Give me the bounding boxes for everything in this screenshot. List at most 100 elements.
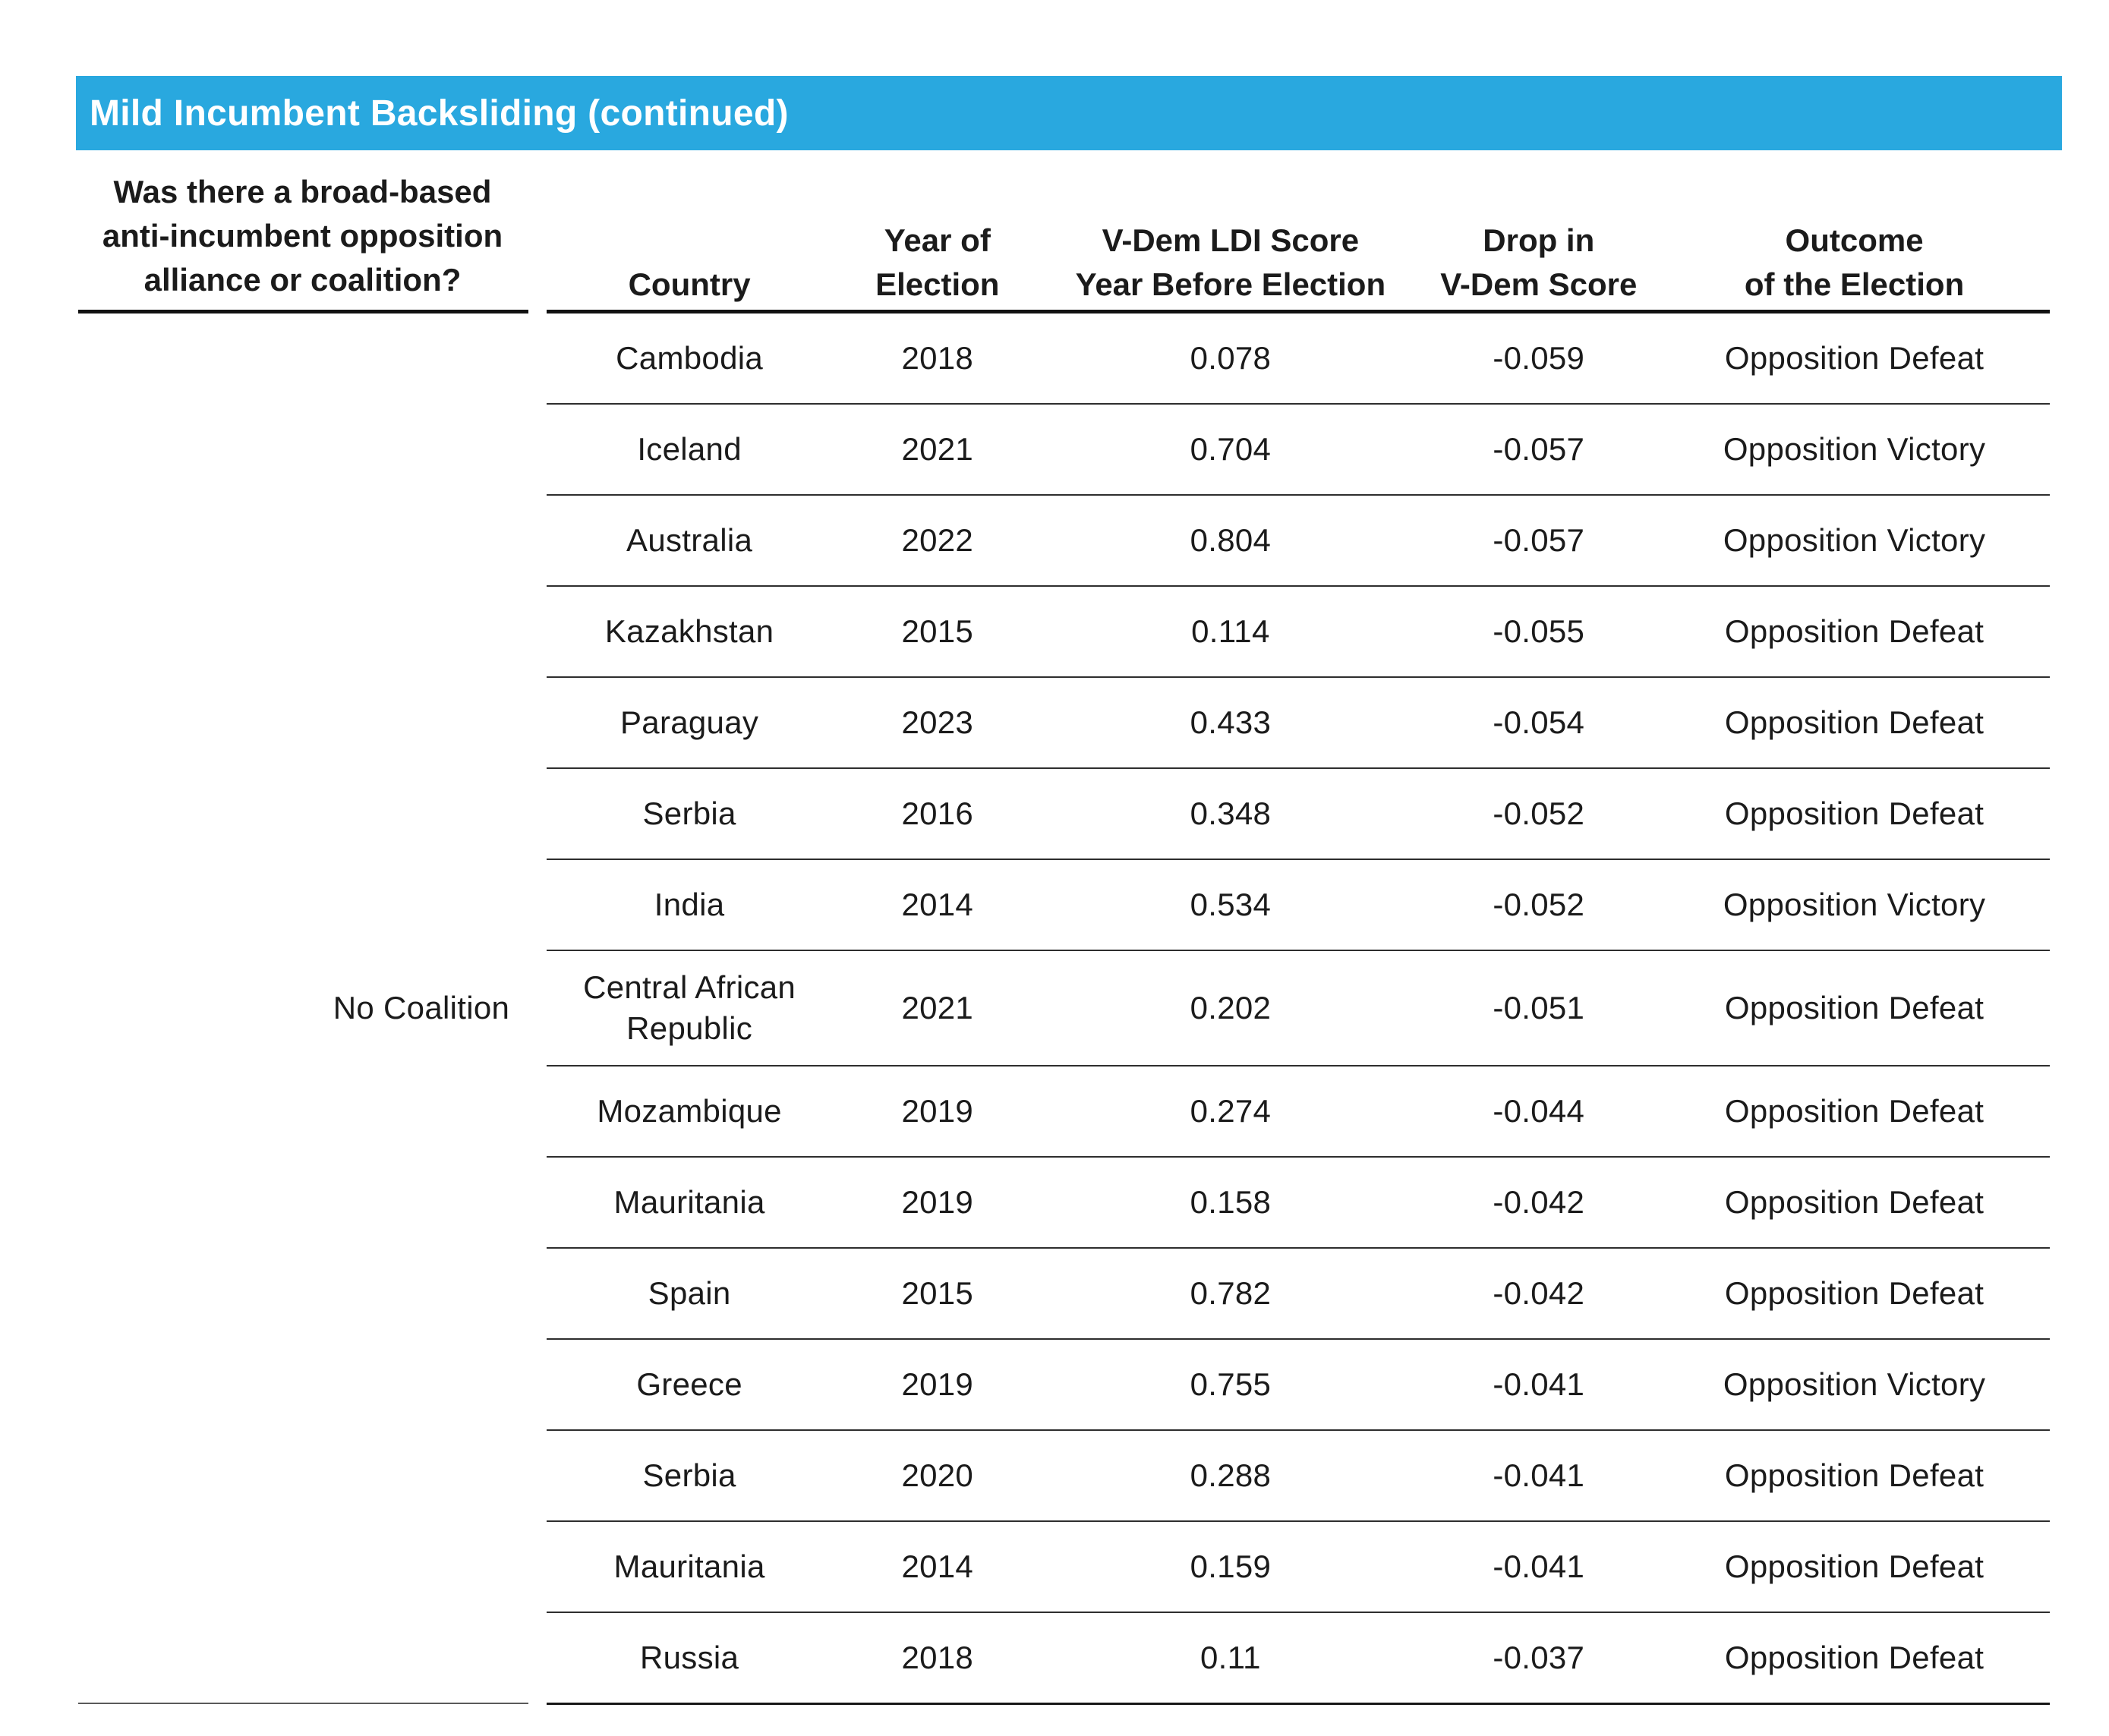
cell-ldi: 0.114 (1191, 613, 1270, 649)
cell-outcome: Opposition Defeat (1724, 796, 1984, 831)
cell-ldi: 0.274 (1190, 1093, 1272, 1129)
cell-country: Australia (626, 522, 753, 558)
cell-ldi: 0.534 (1190, 887, 1272, 922)
cell-country: Serbia (642, 796, 736, 831)
cell-outcome: Opposition Defeat (1724, 340, 1984, 376)
cell-drop: -0.055 (1493, 613, 1585, 649)
cell-drop: -0.041 (1493, 1549, 1585, 1584)
table-header-underline (547, 310, 2050, 313)
cell-ldi: 0.288 (1190, 1457, 1272, 1493)
cell-drop: -0.042 (1493, 1275, 1585, 1311)
table-row: Spain 2015 0.782 -0.042 Opposition Defea… (547, 1249, 2050, 1340)
cell-country: Serbia (642, 1457, 736, 1493)
cell-ldi: 0.158 (1190, 1184, 1272, 1220)
cell-year: 2015 (901, 1275, 974, 1311)
cell-outcome: Opposition Victory (1723, 1366, 1986, 1402)
header-drop: Drop in V-Dem Score (1440, 222, 1638, 302)
cell-country: Kazakhstan (604, 613, 774, 649)
table-row: Paraguay 2023 0.433 -0.054 Opposition De… (547, 678, 2050, 769)
table-row: Greece 2019 0.755 -0.041 Opposition Vict… (547, 1340, 2050, 1431)
cell-year: 2014 (901, 1549, 974, 1584)
cell-country: Iceland (637, 431, 742, 467)
cell-ldi: 0.202 (1190, 990, 1272, 1026)
cell-outcome: Opposition Defeat (1724, 990, 1984, 1026)
cell-year: 2019 (901, 1093, 974, 1129)
cell-country: Spain (648, 1275, 731, 1311)
section-title-bar: Mild Incumbent Backsliding (continued) (76, 76, 2062, 150)
cell-outcome: Opposition Defeat (1724, 1275, 1984, 1311)
cell-year: 2015 (901, 613, 974, 649)
cell-country: Mozambique (597, 1093, 782, 1129)
header-ldi: V-Dem LDI Score Year Before Election (1075, 222, 1386, 302)
header-outcome: Outcome of the Election (1744, 222, 1965, 302)
cell-year: 2021 (901, 990, 974, 1026)
table-row: Serbia 2020 0.288 -0.041 Opposition Defe… (547, 1431, 2050, 1522)
cell-outcome: Opposition Defeat (1724, 1184, 1984, 1220)
cell-ldi: 0.704 (1190, 431, 1272, 467)
cell-drop: -0.059 (1493, 340, 1585, 376)
cell-drop: -0.042 (1493, 1184, 1585, 1220)
header-year: Year of Election (875, 222, 1000, 302)
cell-outcome: Opposition Victory (1723, 431, 1986, 467)
cell-ldi: 0.078 (1190, 340, 1272, 376)
left-header-underline (78, 310, 528, 313)
cell-year: 2023 (901, 704, 974, 740)
cell-year: 2018 (901, 340, 974, 376)
cell-drop: -0.054 (1493, 704, 1585, 740)
table-row: Cambodia 2018 0.078 -0.059 Opposition De… (547, 313, 2050, 405)
cell-outcome: Opposition Defeat (1724, 1549, 1984, 1584)
cell-drop: -0.052 (1493, 887, 1585, 922)
cell-year: 2019 (901, 1184, 974, 1220)
cell-year: 2020 (901, 1457, 974, 1493)
cell-drop: -0.057 (1493, 431, 1585, 467)
cell-outcome: Opposition Victory (1723, 887, 1986, 922)
table-body: Cambodia 2018 0.078 -0.059 Opposition De… (547, 313, 2050, 1703)
table-row: Mozambique 2019 0.274 -0.044 Opposition … (547, 1066, 2050, 1158)
table-row: Australia 2022 0.804 -0.057 Opposition V… (547, 496, 2050, 587)
cell-drop: -0.044 (1493, 1093, 1585, 1129)
header-country: Country (628, 266, 751, 302)
cell-year: 2019 (901, 1366, 974, 1402)
cell-country: Russia (640, 1640, 739, 1675)
cell-year: 2014 (901, 887, 974, 922)
cell-drop: -0.051 (1493, 990, 1585, 1026)
cell-drop: -0.052 (1493, 796, 1585, 831)
cell-ldi: 0.804 (1190, 522, 1272, 558)
cell-country: Cambodia (616, 340, 764, 376)
table-bottom-rule (547, 1703, 2050, 1705)
cell-year: 2022 (901, 522, 974, 558)
cell-ldi: 0.433 (1190, 704, 1272, 740)
table-row: India 2014 0.534 -0.052 Opposition Victo… (547, 860, 2050, 951)
cell-country: India (654, 887, 725, 922)
cell-ldi: 0.782 (1190, 1275, 1272, 1311)
table-row: Iceland 2021 0.704 -0.057 Opposition Vic… (547, 405, 2050, 496)
cell-country: Mauritania (613, 1549, 765, 1584)
cell-year: 2021 (901, 431, 974, 467)
cell-ldi: 0.11 (1200, 1640, 1261, 1675)
left-column-bottom-rule (78, 1703, 528, 1704)
cell-year: 2016 (901, 796, 974, 831)
cell-country: Greece (636, 1366, 742, 1402)
cell-country: Central African Republic (583, 969, 796, 1046)
cell-outcome: Opposition Victory (1723, 522, 1986, 558)
cell-outcome: Opposition Defeat (1724, 1640, 1984, 1675)
table-row: Kazakhstan 2015 0.114 -0.055 Opposition … (547, 587, 2050, 678)
section-title: Mild Incumbent Backsliding (continued) (90, 93, 789, 134)
cell-ldi: 0.755 (1190, 1366, 1272, 1402)
cell-country: Mauritania (613, 1184, 765, 1220)
cell-outcome: Opposition Defeat (1724, 613, 1984, 649)
cell-year: 2018 (901, 1640, 974, 1675)
table-row: Serbia 2016 0.348 -0.052 Opposition Defe… (547, 769, 2050, 860)
cell-outcome: Opposition Defeat (1724, 1457, 1984, 1493)
cell-outcome: Opposition Defeat (1724, 704, 1984, 740)
cell-outcome: Opposition Defeat (1724, 1093, 1984, 1129)
cell-country: Paraguay (619, 704, 759, 740)
cell-ldi: 0.348 (1190, 796, 1272, 831)
table-header-row: Country Year of Election V-Dem LDI Score… (547, 170, 2050, 310)
table-row: Mauritania 2014 0.159 -0.041 Opposition … (547, 1522, 2050, 1613)
table-row: Central African Republic 2021 0.202 -0.0… (547, 951, 2050, 1066)
cell-drop: -0.041 (1493, 1457, 1585, 1493)
table-row: Russia 2018 0.11 -0.037 Opposition Defea… (547, 1613, 2050, 1703)
cell-ldi: 0.159 (1190, 1549, 1272, 1584)
